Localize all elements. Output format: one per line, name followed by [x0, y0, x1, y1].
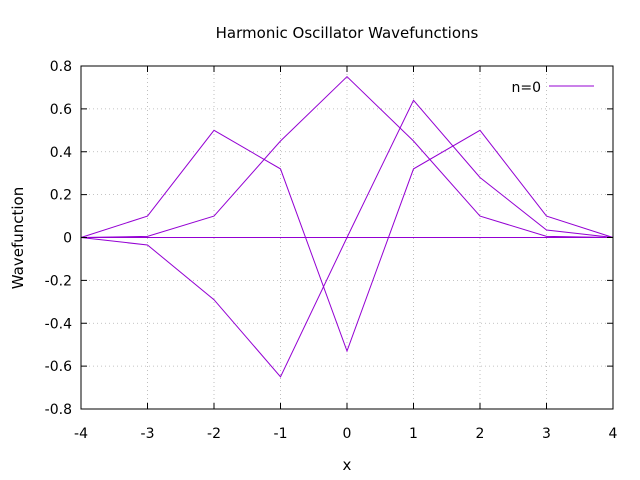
y-axis-label: Wavefunction: [9, 187, 27, 289]
y-tick-label: 0: [63, 231, 72, 247]
y-tick-label: 0.4: [50, 145, 72, 161]
y-tick-label: -0.8: [45, 402, 72, 418]
x-axis-label: x: [343, 456, 352, 474]
legend-label: n=0: [511, 80, 541, 96]
series-lines: [80, 76, 614, 378]
y-tick-label: -0.4: [45, 316, 72, 332]
x-tick-label: -1: [274, 426, 288, 442]
x-tick-label: -4: [74, 426, 88, 442]
series-line-0: [80, 129, 614, 353]
x-tick-label: 3: [542, 426, 551, 442]
x-tick-label: -2: [207, 426, 221, 442]
y-tick-label: -0.2: [45, 273, 72, 289]
series-line-1: [80, 76, 614, 238]
x-tick-label: 2: [476, 426, 485, 442]
x-tick-label: 0: [343, 426, 352, 442]
x-tick-label: 1: [409, 426, 418, 442]
y-tick-label: 0.2: [50, 188, 72, 204]
legend: n=0: [511, 80, 594, 96]
x-tick-label: 4: [609, 426, 618, 442]
y-tick-label: 0.8: [50, 59, 72, 75]
y-tick-label: 0.6: [50, 102, 72, 118]
axis-ticks: -4 -3 -2 -1 0 1 2 3 4 -0.8 -0.6 -0.4 -0.2 0 0.2 0.4 0.6 0…: [45, 59, 618, 442]
chart-title: Harmonic Oscillator Wavefunctions: [216, 24, 479, 42]
y-tick-label: -0.6: [45, 359, 72, 375]
x-tick-label: -3: [141, 426, 155, 442]
